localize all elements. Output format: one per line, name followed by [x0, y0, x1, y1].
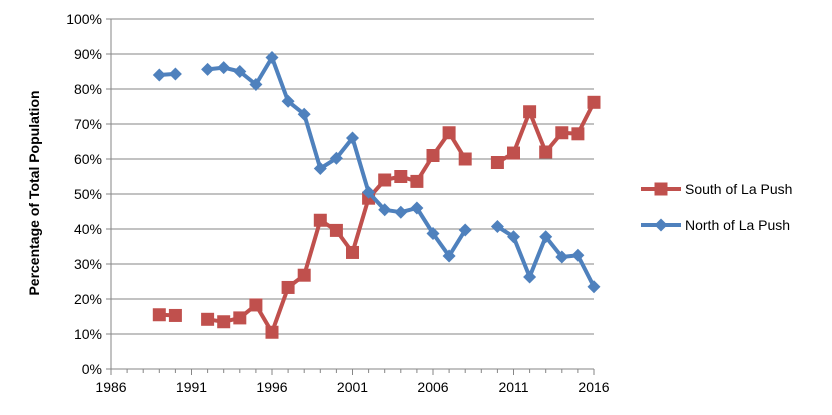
diamond-data-point	[442, 249, 456, 263]
x-tick-label: 2001	[337, 379, 368, 395]
legend-label: North of La Push	[685, 217, 790, 233]
series-square-group	[152, 95, 601, 339]
diamond-data-point	[152, 68, 166, 82]
square-data-point	[490, 156, 504, 169]
legend-entry: South of La Push	[641, 181, 792, 197]
square-data-point	[233, 311, 247, 325]
y-tick-label: 90%	[74, 46, 102, 62]
y-tick-label: 50%	[74, 186, 102, 202]
square-data-point	[442, 126, 456, 140]
gridlines	[111, 18, 594, 335]
square-data-point	[458, 152, 472, 166]
diamond-data-point	[555, 250, 569, 264]
x-tick-label: 2016	[578, 379, 609, 395]
x-tick-label: 1986	[95, 379, 126, 395]
diamond-data-point	[394, 205, 408, 219]
axes: 0% 10% 20% 30% 40% 50% 60% 70% 80% 90% 100% 1986 199…	[66, 11, 610, 395]
square-data-point	[587, 95, 601, 109]
x-tick-label: 1991	[176, 379, 207, 395]
square-data-point	[313, 213, 327, 227]
square-data-point	[378, 173, 392, 187]
series-diamond-group	[152, 51, 601, 294]
diamond-data-point	[410, 201, 424, 215]
y-axis-title: Percentage of Total Population	[26, 90, 42, 295]
x-tick-label: 2011	[498, 379, 528, 395]
diamond-data-point	[507, 230, 520, 244]
diamond-data-point	[539, 230, 553, 244]
y-tick-label: 0%	[82, 361, 102, 377]
y-tick-label: 10%	[74, 326, 102, 342]
diamond-data-point	[201, 62, 215, 76]
square-data-point	[555, 126, 569, 140]
diamond-data-point	[313, 161, 327, 175]
legend-marker	[654, 182, 668, 196]
series-layer	[152, 51, 601, 339]
y-tick-label: 60%	[74, 151, 102, 167]
square-data-point	[329, 223, 343, 237]
legend-label: South of La Push	[685, 181, 792, 197]
y-tick-label: 100%	[66, 11, 102, 27]
diamond-data-point	[233, 65, 247, 78]
diamond-data-point	[587, 280, 601, 294]
y-tick-label: 80%	[74, 81, 102, 97]
diamond-data-point	[249, 77, 263, 91]
diamond-data-point	[281, 94, 295, 108]
square-data-point	[507, 146, 520, 160]
diamond-data-point	[297, 107, 311, 121]
square-data-point	[394, 170, 408, 183]
diamond-data-point	[426, 227, 440, 241]
y-tick-label: 30%	[74, 256, 102, 272]
legend-marker	[654, 218, 668, 232]
diamond-data-point	[490, 220, 504, 234]
diamond-data-point	[523, 270, 537, 284]
square-data-point	[168, 308, 182, 322]
diamond-data-point	[571, 248, 585, 262]
square-data-point	[281, 280, 295, 294]
legend-entry: North of La Push	[641, 217, 790, 233]
square-data-point	[297, 268, 311, 282]
diamond-data-point	[329, 151, 343, 165]
y-tick-label: 20%	[74, 291, 102, 307]
x-tick-label: 1996	[256, 379, 287, 395]
square-data-point	[265, 325, 279, 339]
square-data-point	[217, 315, 231, 329]
square-data-point	[539, 145, 553, 159]
diamond-data-point	[217, 61, 231, 75]
legend: South of La Push North of La Push	[641, 181, 792, 233]
square-data-point	[249, 298, 263, 312]
y-tick-label: 40%	[74, 221, 102, 237]
square-data-point	[201, 312, 215, 326]
y-tick-label: 70%	[74, 116, 102, 132]
square-data-point	[523, 105, 537, 119]
square-data-point	[152, 308, 166, 322]
square-data-point	[426, 149, 440, 162]
diamond-data-point	[168, 67, 182, 81]
x-tick-label: 2006	[417, 379, 448, 395]
square-data-point	[346, 245, 359, 259]
square-data-point	[571, 127, 585, 141]
diamond-data-point	[346, 131, 359, 145]
square-data-point	[410, 174, 424, 188]
diamond-data-point	[362, 185, 376, 199]
diamond-data-point	[265, 51, 279, 64]
diamond-data-point	[378, 203, 392, 217]
diamond-data-point	[458, 223, 472, 237]
